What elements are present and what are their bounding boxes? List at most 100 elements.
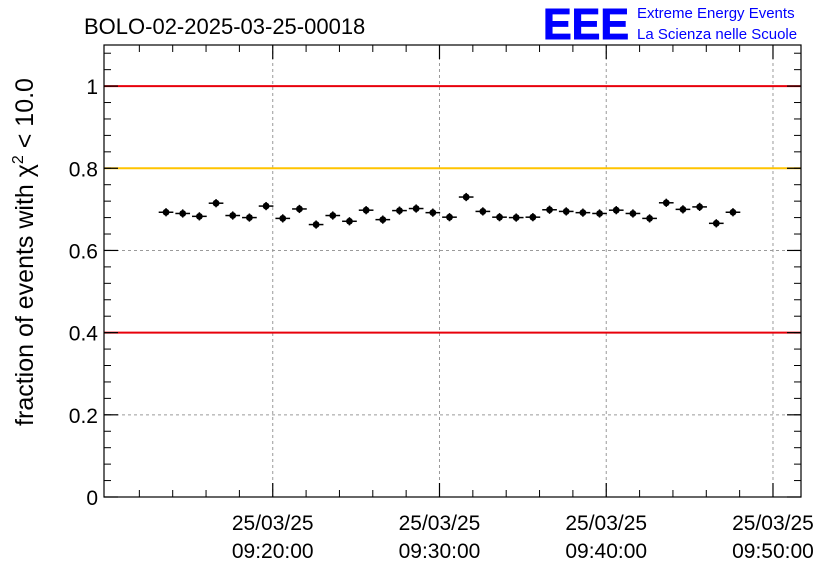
point-marker <box>312 221 320 228</box>
point-marker <box>246 214 253 221</box>
grid-lines <box>104 45 801 497</box>
point-marker <box>629 210 637 217</box>
y-tick-label: 0.6 <box>69 240 98 263</box>
data-point <box>392 206 407 215</box>
logo-mark: EEE <box>543 0 629 49</box>
data-point <box>225 211 241 220</box>
data-point <box>208 199 224 208</box>
point-marker <box>696 203 704 211</box>
data-points <box>158 192 741 229</box>
point-marker <box>396 207 403 214</box>
point-marker <box>229 212 237 219</box>
point-marker <box>362 206 370 214</box>
point-marker <box>296 205 303 213</box>
y-axis-ticks: 0 0.2 0.4 0.6 0.8 1 <box>69 52 801 510</box>
x-tick-label-date: 25/03/25 <box>565 512 647 535</box>
x-tick-label-time: 09:30:00 <box>399 540 481 563</box>
logo-line-1: Extreme Energy Events <box>637 5 795 22</box>
reference-lines <box>104 85 801 334</box>
data-point <box>308 220 324 229</box>
x-tick-label-date: 25/03/25 <box>399 512 481 535</box>
x-tick-label-time: 09:20:00 <box>232 540 314 563</box>
data-point <box>692 202 707 212</box>
y-tick-label: 0.8 <box>69 158 98 181</box>
chart-title: BOLO-02-2025-03-25-00018 <box>84 14 365 39</box>
point-marker <box>279 215 287 222</box>
point-marker <box>729 208 737 216</box>
data-point <box>575 208 591 217</box>
point-marker <box>379 216 387 224</box>
data-point <box>425 208 441 217</box>
data-point <box>592 209 607 218</box>
data-point <box>642 214 657 223</box>
eee-logo: EEE Extreme Energy Events La Scienza nel… <box>543 0 798 50</box>
point-marker <box>679 205 687 213</box>
point-marker <box>479 208 487 215</box>
x-tick-label-time: 09:50:00 <box>732 540 814 563</box>
point-marker <box>262 202 270 210</box>
data-point <box>475 207 491 216</box>
data-point <box>508 213 524 222</box>
point-marker <box>662 199 670 207</box>
point-marker <box>162 208 170 216</box>
data-point <box>192 212 207 221</box>
point-marker <box>329 212 337 219</box>
y-tick-label: 0 <box>86 487 98 510</box>
y-tick-label: 1 <box>86 76 98 99</box>
data-point <box>258 201 274 211</box>
data-point <box>542 205 557 214</box>
data-point <box>342 217 357 226</box>
x-axis-ticks: 25/03/25 09:20:00 25/03/25 09:30:00 25/03/25… <box>138 45 814 563</box>
data-point <box>458 192 474 202</box>
data-point <box>242 213 257 222</box>
point-marker <box>546 206 553 214</box>
point-marker <box>179 210 187 217</box>
point-marker <box>462 193 470 201</box>
y-axis-label-suffix: < 10.0 <box>11 78 39 155</box>
data-point <box>558 207 574 216</box>
point-marker <box>212 199 220 207</box>
point-marker <box>512 214 520 221</box>
data-point <box>375 215 391 224</box>
x-tick-label-time: 09:40:00 <box>565 540 647 563</box>
point-marker <box>612 206 620 214</box>
y-tick-label: 0.2 <box>69 405 98 428</box>
data-point <box>625 209 641 218</box>
point-marker <box>529 213 537 221</box>
data-point <box>442 213 457 222</box>
x-tick-label-date: 25/03/25 <box>732 512 814 535</box>
data-point <box>608 206 624 215</box>
point-marker <box>195 212 203 220</box>
point-marker <box>496 213 503 221</box>
data-point <box>325 211 341 220</box>
point-marker <box>562 208 570 215</box>
logo-line-2: La Scienza nelle Scuole <box>637 26 797 43</box>
data-point <box>158 208 174 217</box>
data-point <box>525 213 541 222</box>
data-point <box>675 205 691 214</box>
data-point <box>708 219 724 228</box>
data-point <box>175 209 191 218</box>
point-marker <box>446 213 453 221</box>
data-point <box>358 206 374 215</box>
data-point <box>725 208 741 217</box>
point-marker <box>596 210 603 217</box>
point-marker <box>429 209 437 217</box>
x-tick-label-date: 25/03/25 <box>232 512 314 535</box>
point-marker <box>346 217 353 225</box>
y-axis-label: fraction of events with χ2 < 10.0 <box>10 78 39 426</box>
data-point <box>408 204 424 213</box>
plot-frame <box>103 44 802 498</box>
data-point <box>492 213 507 222</box>
point-marker <box>412 205 420 212</box>
data-point <box>275 214 291 223</box>
y-axis-label-symbol: χ <box>11 164 39 177</box>
point-marker <box>712 219 720 227</box>
y-axis-label-prefix: fraction of events with <box>11 177 39 426</box>
data-point <box>292 204 307 214</box>
y-axis-label-sup: 2 <box>10 155 27 164</box>
y-tick-label: 0.4 <box>69 323 99 346</box>
point-marker <box>579 209 587 217</box>
data-point <box>658 198 674 207</box>
